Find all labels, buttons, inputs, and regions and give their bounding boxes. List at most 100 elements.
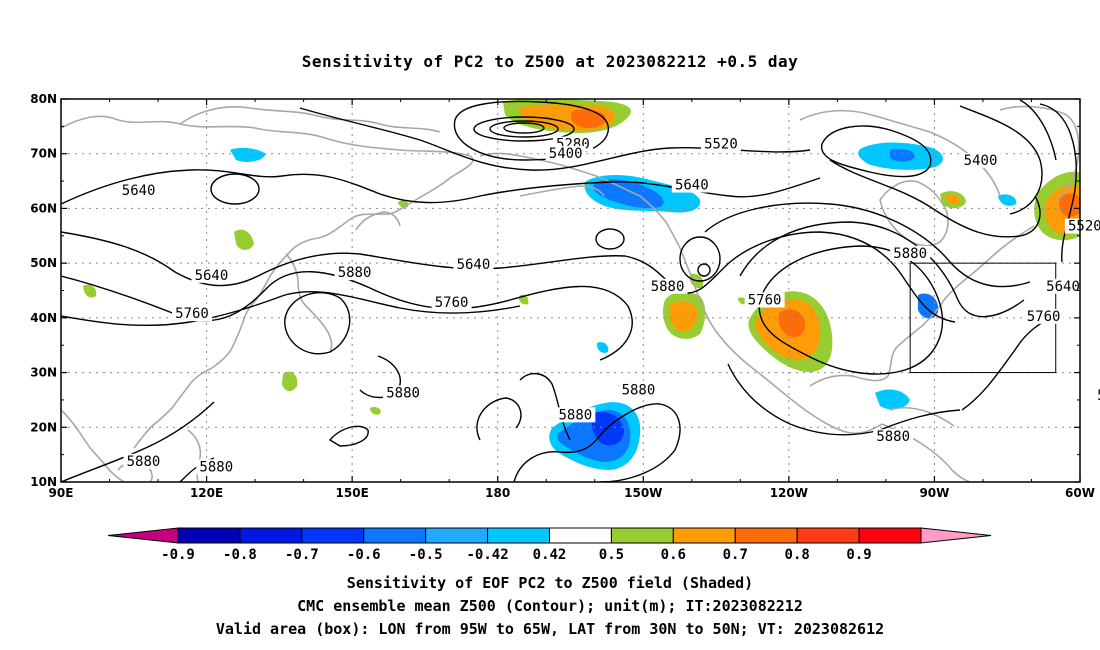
lon-tick-label: 180 [485, 486, 510, 500]
shade-positive-region [370, 406, 381, 415]
contour-5400-na [821, 125, 932, 178]
shade-negative-region [875, 389, 910, 410]
contour-label: 5880 [876, 429, 910, 445]
coastline-siberia-north [179, 105, 441, 133]
lat-tick-label: 40N [30, 311, 57, 325]
coastline-na-west [679, 247, 883, 435]
colorbar-box [425, 527, 489, 544]
coastline-gulf [809, 299, 945, 387]
contour-label: 5880 [127, 454, 161, 470]
coastline-aleutians [519, 185, 605, 197]
lat-tick-label: 20N [30, 420, 57, 434]
colorbar-box [487, 527, 551, 544]
contour-5280-core [503, 122, 545, 134]
contour-label: 5760 [748, 292, 782, 308]
colorbar-label: 0.5 [599, 547, 624, 563]
contour-label-bg [172, 306, 213, 322]
contour-label-bg [960, 152, 1001, 168]
contour-5400 [453, 100, 609, 161]
colorbar-label: -0.5 [409, 547, 443, 563]
colorbar-label: 0.42 [533, 547, 567, 563]
lat-tick-label: 50N [30, 256, 57, 270]
contour-label-bg [383, 385, 424, 401]
colorbar-box [610, 527, 674, 544]
colorbar-box [734, 527, 798, 544]
shade-positive-region [945, 194, 960, 204]
colorbar-label: -0.9 [161, 547, 195, 563]
lat-lon-grid [61, 99, 1080, 482]
shade-positive-region [1059, 193, 1080, 217]
lon-tick-label: 90E [49, 486, 74, 500]
contour-labels: 5280540055205640540055205640564056405880… [118, 136, 1100, 475]
shade-negative-region [230, 147, 266, 162]
contour-label-bg [873, 429, 914, 445]
contour-label: 5640 [1046, 279, 1080, 295]
colorbar-box [239, 527, 303, 544]
contour-label-bg [453, 256, 494, 272]
contour-label-bg [431, 295, 472, 311]
colorbar-high-extend [920, 527, 992, 544]
lat-tick-label: 60N [30, 201, 57, 215]
contour-label: 5520 [1068, 219, 1100, 235]
lon-tick-label: 60W [1065, 486, 1095, 500]
colorbar-label: 0.9 [846, 547, 871, 563]
contour-label: 5880 [338, 265, 372, 281]
contour-label-bg [647, 278, 688, 294]
lat-tick-label: 70N [30, 147, 57, 161]
lat-tick-label: 10N [30, 475, 57, 489]
contour-label-bg [700, 136, 741, 152]
contour-label-bg [334, 265, 375, 281]
contour-5280 [473, 116, 575, 142]
footer-line-1: Sensitivity of EOF PC2 to Z500 field (Sh… [347, 574, 753, 592]
shade-negative-region [998, 194, 1017, 206]
contour-5640-ring-d [697, 263, 711, 277]
contour-label: 5760 [1027, 309, 1061, 325]
coastline-asia [61, 115, 474, 215]
coastline-east-asia [133, 213, 391, 449]
shade-negative-region [596, 342, 609, 353]
axis-ticks: 90E 120E 150E 180 150W 120W 90W 60W 10N 20N 30N 40N… [30, 92, 1095, 500]
contour-5640-ring-c [679, 236, 721, 282]
contour-5760 [61, 231, 956, 323]
colorbar-box [796, 527, 860, 544]
contour-label-bg [545, 145, 586, 161]
colorbar: -0.9 -0.8 -0.7 -0.6 -0.5 -0.42 0.42 0.5 0.6 0.7 0.… [107, 527, 992, 563]
contour-5640-na [704, 202, 1031, 288]
lat-tick-label: 80N [30, 92, 57, 106]
coastline-alaska [479, 152, 681, 249]
contour-5880-mid-pac-c [513, 403, 681, 482]
contour-label-bg [118, 183, 159, 199]
shade-positive-region [282, 371, 298, 392]
colorbar-label: -0.42 [467, 547, 509, 563]
coastline-philippines [187, 429, 202, 482]
coastline-arctic-islands [799, 109, 1001, 197]
contour-label: 5400 [549, 146, 583, 162]
map-panel: 5280540055205640540055205640564056405880… [30, 92, 1100, 500]
contour-label: 5400 [964, 153, 998, 169]
coastline-japan [285, 253, 333, 353]
contour-5640-greenland [1039, 103, 1077, 263]
contour-5520-greenland [959, 105, 1043, 215]
footer-line-2: CMC ensemble mean Z500 (Contour); unit(m… [297, 597, 803, 615]
shade-negative-region [890, 148, 915, 162]
shade-positive-region [778, 309, 806, 338]
contour-label: 5880 [893, 246, 927, 262]
colorbar-label: -0.8 [223, 547, 257, 563]
lon-tick-label: 150E [336, 486, 369, 500]
colorbar-label: -0.7 [285, 547, 319, 563]
contour-5880-cont-na [758, 245, 944, 375]
shade-positive-region [234, 229, 254, 250]
colorbar-low-extend [107, 527, 179, 544]
contour-label-bg [123, 453, 164, 469]
colorbar-label: 0.6 [661, 547, 686, 563]
colorbar-box [549, 527, 612, 544]
contour-5880-east-pac [727, 363, 961, 436]
colorbar-box [363, 527, 427, 544]
contour-label: 5640 [675, 178, 709, 194]
contour-label-bg [1043, 278, 1084, 294]
lon-tick-label: 150W [624, 486, 662, 500]
lat-tick-label: 30N [30, 366, 57, 380]
coastline-caribbean [889, 407, 955, 427]
colorbar-label: -0.6 [347, 547, 381, 563]
contour-label: 5880 [386, 385, 420, 401]
